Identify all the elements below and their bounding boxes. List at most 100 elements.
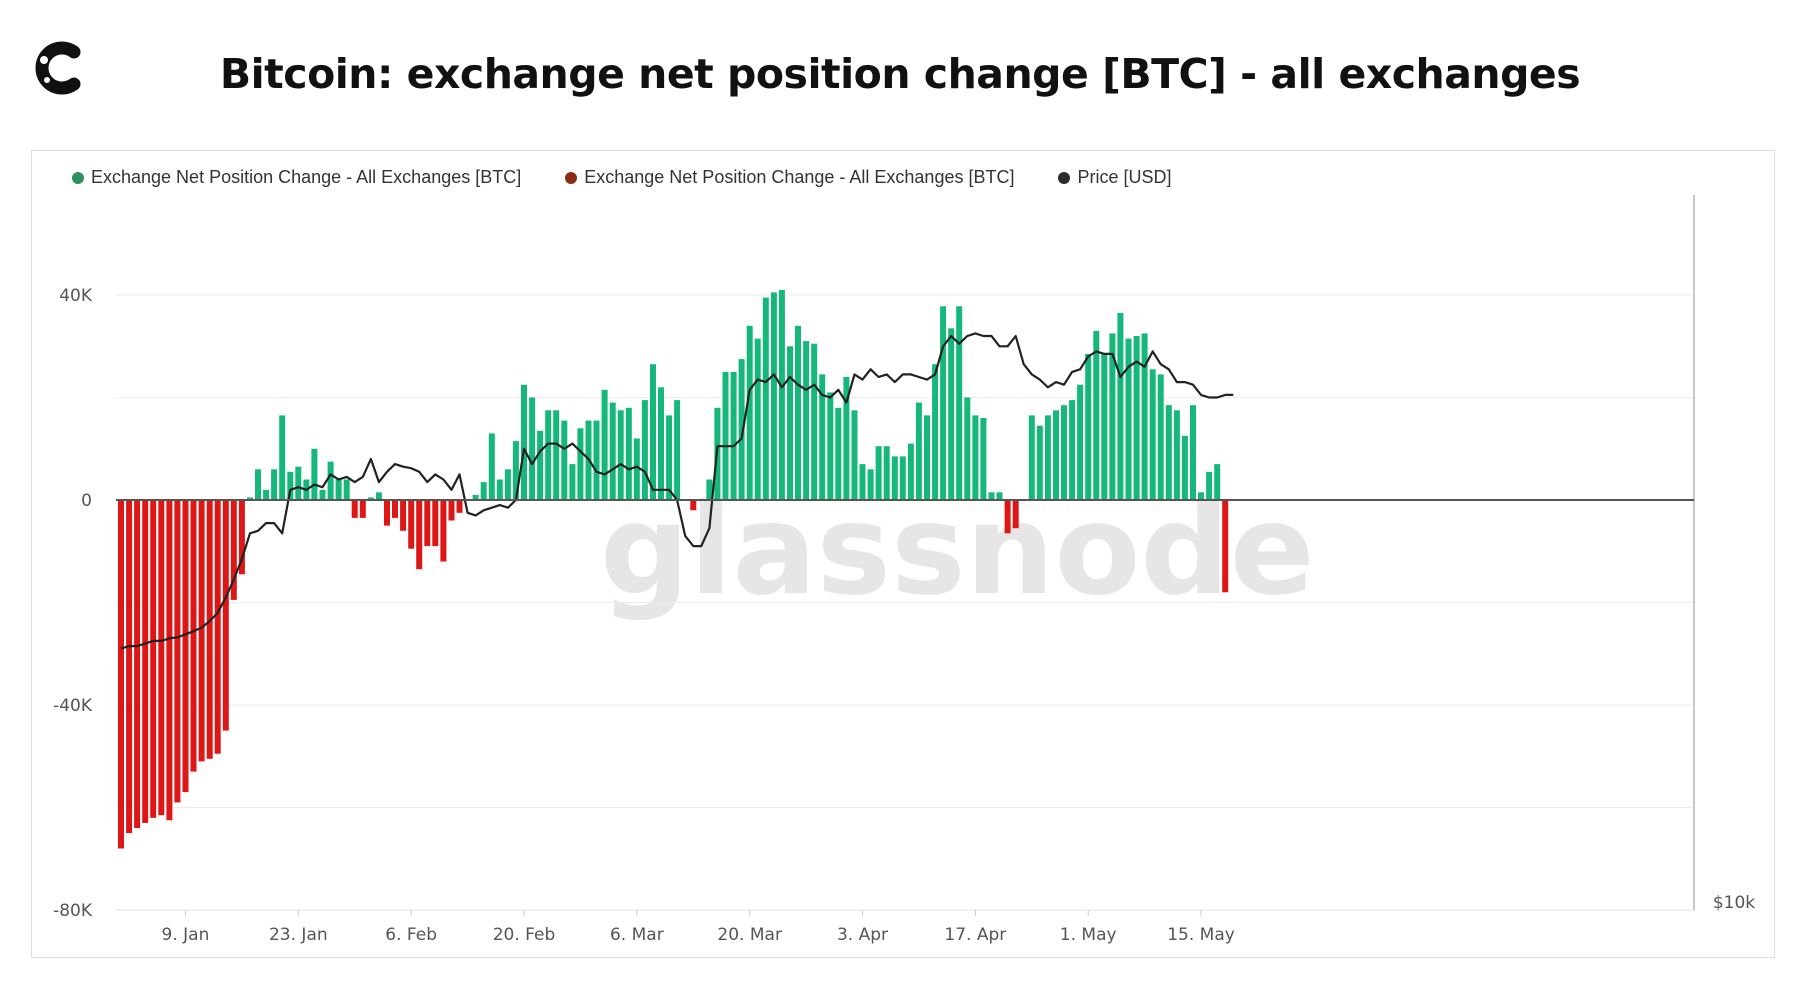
bar-positive — [932, 364, 939, 500]
bar-negative — [222, 500, 229, 731]
legend-item-price[interactable]: Price [USD] — [1058, 167, 1172, 188]
bar-negative — [416, 500, 423, 570]
bar-positive — [545, 410, 552, 500]
legend-swatch-green — [72, 171, 84, 184]
x-tick-label: 6. Mar — [610, 925, 664, 945]
bar-positive — [1190, 405, 1196, 500]
bar-positive — [1117, 312, 1124, 500]
bar-positive — [1077, 384, 1084, 500]
x-tick-label: 23. Jan — [269, 925, 328, 945]
bar-positive — [488, 433, 495, 500]
bar-positive — [964, 397, 971, 500]
bar-negative — [351, 500, 358, 518]
bar-positive — [1173, 410, 1180, 500]
chart-frame — [31, 150, 1775, 958]
bar-positive — [577, 428, 584, 501]
bar-negative — [448, 500, 455, 521]
bar-negative — [1012, 500, 1019, 529]
bar-positive — [988, 492, 995, 500]
bar-positive — [1214, 464, 1221, 500]
bar-positive — [972, 415, 979, 500]
bar-negative — [134, 500, 141, 828]
bar-positive — [819, 374, 826, 500]
x-tick-label: 20. Feb — [493, 925, 556, 945]
x-tick-label: 9. Jan — [162, 925, 210, 945]
bar-negative — [166, 500, 173, 821]
bar-positive — [609, 402, 616, 500]
legend-label-price: Price [USD] — [1077, 167, 1172, 187]
bar-positive — [1181, 435, 1188, 500]
x-tick-label: 6. Feb — [385, 925, 437, 945]
bar-positive — [335, 479, 342, 500]
bar-negative — [174, 500, 181, 803]
bar-negative — [408, 500, 415, 549]
bar-positive — [915, 402, 922, 500]
bar-positive — [658, 387, 664, 501]
bar-positive — [561, 420, 568, 500]
bar-negative — [214, 500, 221, 754]
bar-negative — [190, 500, 197, 772]
y-tick-label: 0 — [81, 491, 92, 511]
bar-negative — [1222, 500, 1229, 593]
bar-positive — [1157, 374, 1164, 500]
chart-legend: Exchange Net Position Change - All Excha… — [72, 167, 1172, 188]
bar-positive — [311, 448, 318, 501]
bar-positive — [1053, 410, 1059, 500]
bar-positive — [327, 461, 334, 500]
bar-positive — [770, 292, 777, 500]
bar-positive — [650, 364, 656, 500]
bar-positive — [480, 482, 487, 500]
bar-positive — [1044, 415, 1051, 500]
bar-positive — [795, 325, 801, 501]
bar-positive — [1061, 405, 1067, 500]
bar-positive — [641, 400, 648, 500]
bar-positive — [1109, 333, 1116, 500]
bar-positive — [319, 489, 326, 501]
brand-logo-icon — [35, 41, 81, 95]
bar-positive — [295, 466, 302, 500]
bar-positive — [504, 469, 511, 501]
legend-item-inflow[interactable]: Exchange Net Position Change - All Excha… — [72, 167, 521, 188]
bar-positive — [1101, 353, 1108, 500]
bar-positive — [1085, 353, 1092, 500]
bar-positive — [907, 443, 914, 500]
bar-negative — [206, 500, 213, 759]
bar-positive — [343, 479, 350, 500]
bar-positive — [924, 415, 930, 500]
bar-positive — [875, 446, 882, 500]
bar-positive — [521, 384, 527, 500]
bar-negative — [1004, 500, 1011, 534]
bar-positive — [851, 410, 858, 500]
bar-negative — [690, 500, 697, 511]
bar-positive — [1141, 333, 1148, 500]
x-tick-label: 17. Apr — [944, 925, 1006, 945]
bar-positive — [472, 494, 479, 500]
bar-positive — [1149, 369, 1156, 500]
bar-positive — [996, 492, 1003, 500]
bar-positive — [255, 469, 261, 501]
legend-label-outflow: Exchange Net Position Change - All Excha… — [584, 167, 1015, 187]
bar-positive — [811, 343, 818, 500]
legend-swatch-red — [565, 171, 578, 184]
bar-negative — [230, 500, 237, 600]
bar-negative — [158, 500, 165, 816]
bar-positive — [569, 464, 576, 500]
legend-item-outflow[interactable]: Exchange Net Position Change - All Excha… — [565, 167, 1014, 188]
bar-positive — [778, 289, 785, 500]
bar-positive — [980, 418, 987, 500]
bar-positive — [754, 338, 761, 500]
bar-negative — [118, 500, 124, 849]
bar-negative — [198, 500, 205, 762]
bar-positive — [263, 489, 270, 501]
bar-positive — [883, 446, 890, 500]
legend-label-inflow: Exchange Net Position Change - All Excha… — [91, 167, 522, 187]
bar-negative — [384, 500, 390, 526]
bar-positive — [835, 407, 842, 501]
bar-positive — [1206, 471, 1213, 500]
bar-positive — [859, 464, 866, 500]
y-tick-label: -80K — [53, 901, 93, 921]
bar-negative — [142, 500, 149, 823]
x-tick-label: 20. Mar — [717, 925, 782, 945]
bar-positive — [674, 400, 681, 500]
